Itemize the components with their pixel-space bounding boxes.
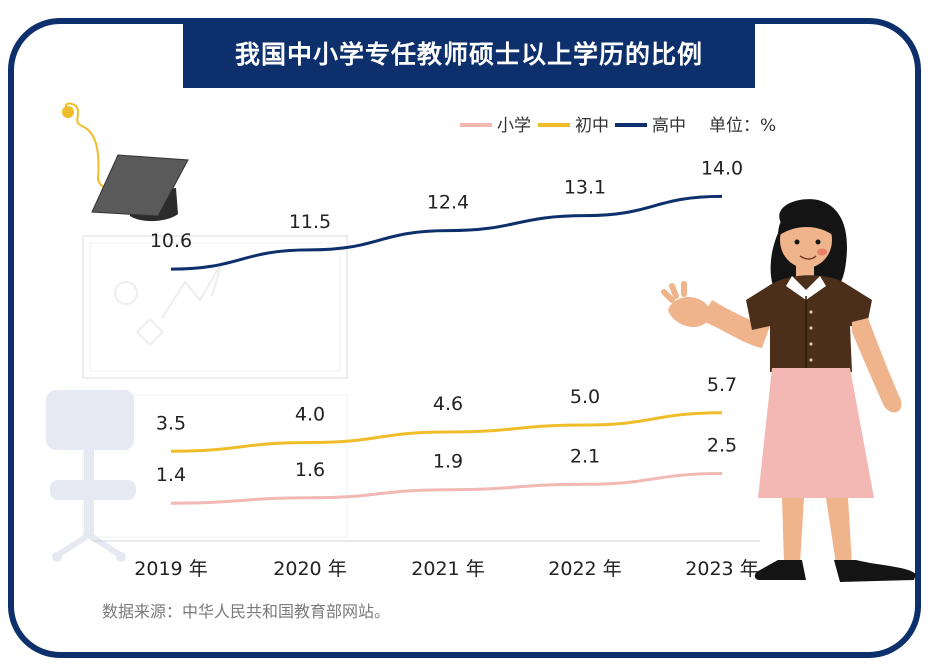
data-label: 2.1	[570, 445, 600, 467]
x-axis-ticks: 2019 年 2020 年 2021 年 2022 年 2023 年	[134, 558, 758, 580]
data-label: 11.5	[289, 211, 331, 233]
series-line-0	[170, 472, 723, 505]
data-label: 5.7	[707, 374, 737, 396]
legend-label-junior: 初中	[575, 116, 609, 136]
legend: 小学 初中 高中 单位：%	[460, 116, 776, 136]
legend-label-primary: 小学	[497, 116, 531, 136]
x-tick-label: 2023 年	[685, 558, 758, 580]
x-tick-label: 2020 年	[273, 558, 346, 580]
data-label: 2.5	[707, 435, 737, 457]
data-label: 4.6	[433, 393, 463, 415]
data-label: 5.0	[570, 386, 600, 408]
data-label: 10.6	[150, 230, 192, 252]
legend-label-senior: 高中	[652, 116, 686, 136]
x-tick-label: 2021 年	[411, 558, 484, 580]
x-tick-label: 2022 年	[548, 558, 621, 580]
chair-illustration	[46, 390, 136, 562]
data-label: 14.0	[701, 157, 743, 179]
teacher-illustration	[661, 199, 916, 582]
data-label: 12.4	[427, 192, 469, 214]
data-label: 1.6	[295, 459, 325, 481]
x-tick-label: 2019 年	[134, 558, 207, 580]
data-label: 13.1	[564, 177, 606, 199]
series-layer: 1.4 1.6 1.9 2.1 2.5 3.5 4.0 4.6 5.0 5.7 10.6 11.5 12…	[150, 157, 743, 505]
source-note: 数据来源：中华人民共和国教育部网站。	[102, 602, 391, 621]
data-label: 3.5	[156, 412, 186, 434]
data-label: 1.9	[433, 451, 463, 473]
whiteboard-illustration	[82, 235, 348, 538]
chart-title: 我国中小学专任教师硕士以上学历的比例	[183, 18, 755, 88]
series-line-2	[170, 194, 723, 271]
unit-label: 单位：%	[709, 116, 776, 136]
graduation-cap-icon	[62, 102, 189, 222]
data-label: 1.4	[156, 464, 186, 486]
data-label: 4.0	[295, 404, 325, 426]
series-line-1	[170, 411, 723, 453]
